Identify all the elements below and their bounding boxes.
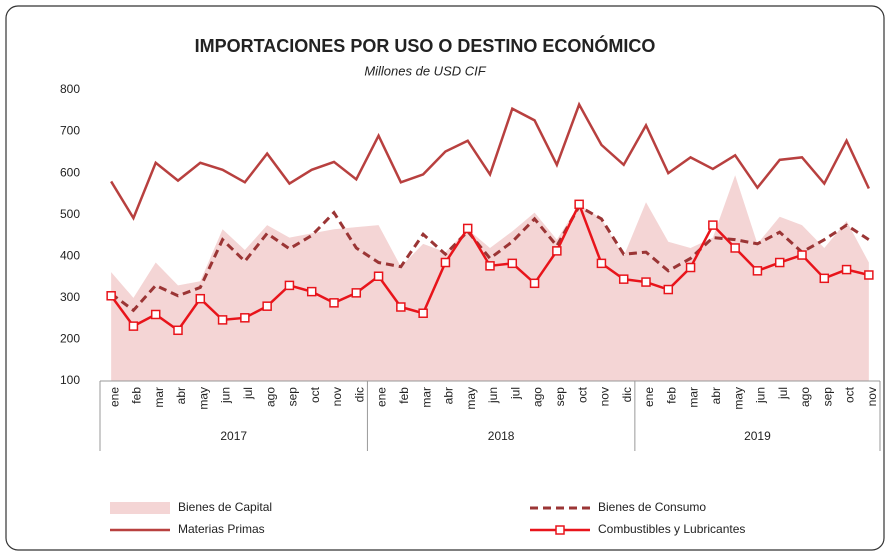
- x-tick-label: jul: [508, 387, 522, 400]
- chart-title: IMPORTACIONES POR USO O DESTINO ECONÓMIC…: [195, 35, 656, 56]
- x-tick-label: dic: [352, 387, 366, 402]
- marker: [195, 293, 206, 304]
- marker: [373, 271, 384, 281]
- marker: [440, 257, 451, 268]
- group-label: 2019: [744, 429, 771, 443]
- area: [111, 175, 869, 381]
- marker: [284, 280, 295, 291]
- y-tick-label: 300: [60, 290, 80, 304]
- marker: [351, 288, 362, 298]
- legend-label: Materias Primas: [178, 522, 265, 536]
- y-tick-label: 500: [60, 207, 80, 221]
- x-tick-label: abr: [709, 387, 723, 404]
- group-label: 2018: [488, 429, 515, 443]
- line: [110, 101, 870, 221]
- y-tick-label: 700: [60, 124, 80, 138]
- x-tick-label: sep: [553, 387, 567, 407]
- marker: [708, 220, 718, 230]
- y-tick-label: 100: [60, 373, 80, 387]
- marker: [217, 315, 228, 325]
- marker: [864, 270, 874, 280]
- x-tick-label: ene: [642, 387, 656, 407]
- x-tick-label: may: [196, 387, 210, 410]
- marker: [173, 325, 183, 336]
- legend-swatch: [110, 502, 170, 514]
- marker: [329, 298, 339, 308]
- marker: [150, 309, 161, 320]
- marker: [774, 257, 785, 268]
- marker: [552, 246, 562, 256]
- x-tick-label: sep: [286, 387, 300, 407]
- x-tick-label: feb: [664, 387, 678, 404]
- x-tick-label: ene: [375, 387, 389, 407]
- marker: [418, 308, 428, 318]
- marker: [106, 291, 116, 301]
- x-tick-label: feb: [130, 387, 144, 404]
- chart-subtitle: Millones de USD CIF: [364, 63, 486, 78]
- x-tick-label: may: [464, 387, 478, 410]
- legend-marker: [555, 525, 565, 535]
- legend-label: Bienes de Consumo: [598, 500, 706, 514]
- x-tick-label: sep: [820, 387, 834, 407]
- x-tick-label: oct: [843, 386, 857, 403]
- marker: [596, 258, 607, 269]
- group-label: 2017: [220, 429, 247, 443]
- x-tick-label: ago: [263, 387, 277, 407]
- y-tick-label: 400: [60, 248, 80, 262]
- marker: [685, 262, 696, 273]
- x-tick-label: abr: [174, 387, 188, 404]
- x-tick-label: feb: [397, 387, 411, 404]
- marker: [752, 266, 763, 276]
- y-tick-label: 600: [60, 165, 80, 179]
- legend-label: Bienes de Capital: [178, 500, 272, 514]
- marker: [663, 284, 674, 295]
- x-tick-label: mar: [419, 387, 433, 408]
- marker: [396, 302, 406, 312]
- x-tick-label: nov: [865, 387, 879, 406]
- x-tick-label: may: [731, 387, 745, 410]
- line: [110, 204, 870, 313]
- marker: [730, 243, 740, 253]
- legend-label: Combustibles y Lubricantes: [598, 522, 745, 536]
- x-tick-label: jun: [486, 387, 500, 404]
- marker: [841, 264, 852, 275]
- marker: [485, 261, 495, 271]
- x-tick-label: mar: [152, 387, 166, 408]
- marker: [819, 273, 830, 284]
- marker: [462, 223, 473, 234]
- x-tick-label: nov: [598, 387, 612, 406]
- x-tick-label: jun: [754, 387, 768, 404]
- x-tick-label: oct: [308, 386, 322, 403]
- marker: [574, 199, 584, 210]
- marker: [797, 250, 807, 260]
- x-tick-label: oct: [575, 386, 589, 403]
- x-tick-label: nov: [330, 387, 344, 406]
- x-tick-label: ago: [798, 387, 812, 407]
- marker: [507, 258, 518, 269]
- marker: [618, 274, 629, 284]
- x-tick-label: jul: [776, 387, 790, 400]
- marker: [262, 301, 272, 311]
- marker: [128, 321, 139, 331]
- marker: [529, 278, 540, 289]
- y-tick-label: 800: [60, 82, 80, 96]
- y-tick-label: 200: [60, 332, 80, 346]
- x-tick-label: jul: [241, 387, 255, 400]
- x-tick-label: ago: [531, 387, 545, 407]
- marker: [641, 277, 651, 287]
- x-tick-label: mar: [687, 387, 701, 408]
- x-tick-label: dic: [620, 387, 634, 402]
- x-tick-label: jun: [219, 387, 233, 404]
- x-tick-label: abr: [442, 387, 456, 404]
- x-tick-label: ene: [107, 387, 121, 407]
- marker: [306, 286, 317, 297]
- marker: [240, 313, 250, 323]
